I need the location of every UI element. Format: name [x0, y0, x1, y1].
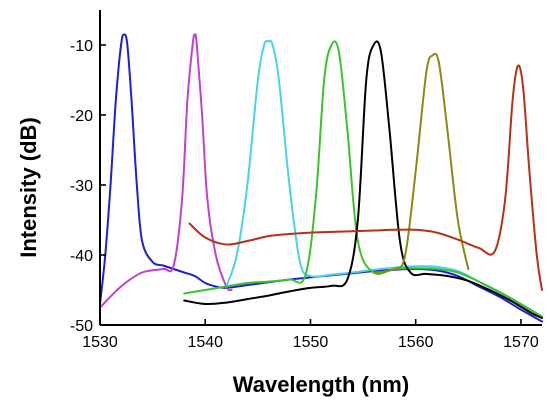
y-tick-label: -50: [70, 318, 93, 335]
ticks-layer: 1530 1540 1550 1560 1570 -10 -20 -30 -40 -50: [70, 38, 539, 351]
x-tick-label: 1550: [293, 334, 329, 351]
x-tick-label: 1540: [187, 334, 223, 351]
series-line-5: [183, 40, 543, 319]
x-tick-label: 1560: [398, 334, 434, 351]
y-tick-label: -40: [70, 248, 93, 265]
x-tick-label: 1570: [503, 334, 539, 351]
series-line-6: [372, 52, 470, 274]
y-axis-title: Intensity (dB): [16, 117, 41, 258]
series-line-4: [183, 40, 543, 318]
axes-layer: [99, 10, 542, 326]
y-tick-label: -30: [70, 178, 93, 195]
x-axis-title: Wavelength (nm): [233, 372, 409, 397]
series-layer: [99, 33, 543, 323]
series-line-7: [188, 64, 543, 291]
series-line-2: [99, 33, 233, 309]
y-tick-label: -20: [70, 108, 93, 125]
x-tick-label: 1530: [82, 334, 118, 351]
y-tick-label: -10: [70, 38, 93, 55]
series-line-1: [99, 33, 543, 323]
